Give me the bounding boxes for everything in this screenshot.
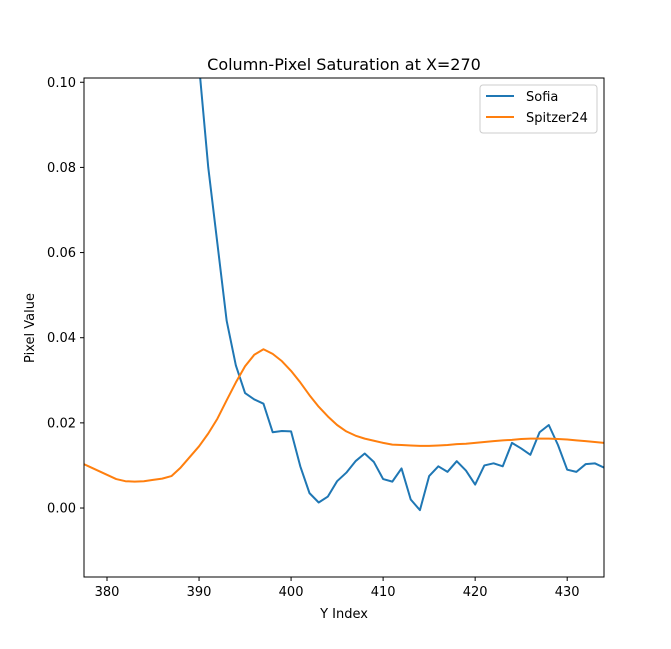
y-tick-label: 0.10: [47, 76, 76, 91]
y-tick-label: 0.04: [47, 331, 76, 346]
y-axis-ticks: 0.00 0.02 0.04 0.06 0.08 0.10: [47, 76, 84, 517]
legend-label-sofia: Sofia: [526, 90, 558, 105]
x-axis-label: Y Index: [319, 607, 368, 622]
x-tick-label: 430: [555, 585, 580, 600]
chart-title: Column-Pixel Saturation at X=270: [207, 55, 481, 74]
y-tick-label: 0.08: [47, 161, 76, 176]
y-tick-label: 0.06: [47, 246, 76, 261]
series-line-spitzer24: [84, 348, 604, 483]
x-tick-label: 380: [95, 585, 120, 600]
series-line-sofia: [199, 78, 604, 512]
legend-label-spitzer24: Spitzer24: [526, 111, 588, 126]
x-tick-label: 400: [279, 585, 304, 600]
y-tick-label: 0.02: [47, 416, 76, 431]
y-axis-label: Pixel Value: [23, 293, 38, 363]
x-tick-label: 420: [463, 585, 488, 600]
plot-frame: [83, 77, 605, 578]
legend: Sofia Spitzer24: [479, 84, 598, 134]
series-lines: [84, 78, 604, 512]
x-axis-ticks: 380 390 400 410 420 430: [95, 577, 580, 600]
y-tick-label: 0.00: [47, 502, 76, 517]
x-tick-label: 410: [371, 585, 396, 600]
x-tick-label: 390: [187, 585, 212, 600]
